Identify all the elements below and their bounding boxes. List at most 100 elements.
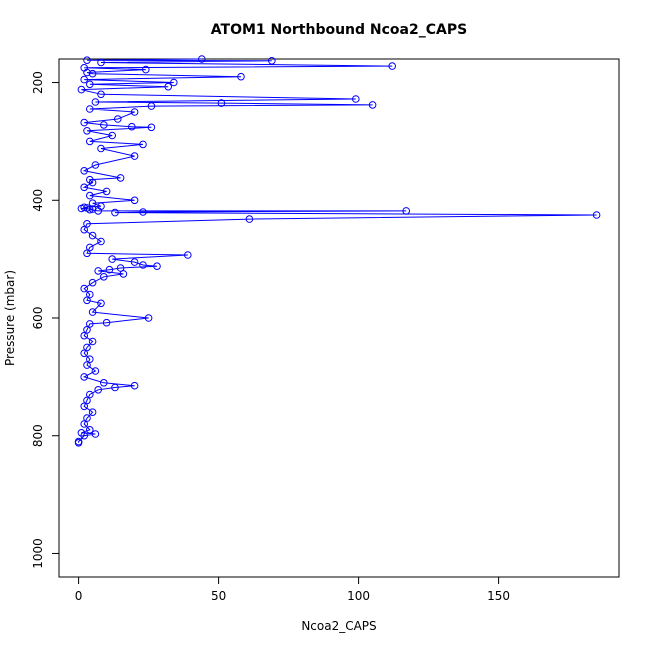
data-point [100,379,108,387]
x-axis-label: Ncoa2_CAPS [301,619,376,633]
data-point [83,343,91,352]
data-point [86,243,94,252]
data-point [144,314,153,322]
data-point [97,237,105,246]
data-point [217,99,226,107]
y-tick-label: 1000 [31,538,45,569]
data-point [91,98,100,106]
data-point [80,225,88,234]
x-tick-label: 100 [347,589,370,603]
y-tick-label: 800 [31,424,45,447]
data-point [388,62,397,70]
data-point [114,115,122,123]
data-point [86,426,94,434]
data-point [77,85,86,94]
data-point [88,408,97,417]
data-point [237,72,245,81]
x-axis: 0 50 100 150 [75,576,510,603]
series-layer [74,55,601,447]
data-point [88,199,97,207]
data-point [352,95,360,103]
data-point [139,140,147,149]
data-point [80,373,88,381]
data-point [80,183,88,192]
data-point [83,361,91,369]
plot-area-frame [58,58,620,578]
data-point [130,381,139,390]
data-point [139,261,147,269]
data-point [83,56,91,65]
data-point [83,326,91,334]
data-point [147,102,156,110]
y-axis-label: Pressure (mbar) [3,270,17,366]
data-point [368,101,377,109]
data-point [86,205,94,214]
data-point [77,204,86,213]
data-point [170,78,178,87]
data-point [100,273,108,281]
x-tick-label: 0 [75,589,83,603]
data-point [88,69,97,78]
y-tick-label: 200 [31,71,45,94]
series-line [78,58,597,443]
data-point [83,249,91,258]
data-point [97,90,105,99]
data-point [105,265,114,274]
data-point [97,144,105,153]
data-point [86,191,94,200]
data-point [130,152,139,160]
data-point [111,208,119,217]
data-point [164,82,172,91]
data-point [88,308,97,316]
data-point [147,123,156,132]
data-point [130,108,139,116]
data-point [80,331,88,340]
data-point [97,299,105,308]
data-point [592,211,601,219]
data-point [94,207,102,215]
y-tick-label: 400 [31,189,45,212]
data-point [130,258,139,266]
data-point [128,122,136,131]
data-point [86,137,94,146]
data-point [102,187,111,196]
data-point [142,65,150,74]
data-point [86,320,94,328]
data-point [88,178,97,187]
data-point [80,118,88,127]
data-point [108,131,116,140]
data-point [102,318,111,327]
data-point [83,68,91,77]
data-point [83,220,91,228]
data-point [83,296,91,305]
data-point [268,57,276,65]
data-point [116,174,125,182]
data-point [119,270,128,278]
data-point [83,127,91,135]
data-point [86,355,94,364]
data-point [80,420,88,428]
data-point [83,414,91,422]
data-point [94,386,102,394]
data-point [100,121,108,129]
x-tick-label: 150 [487,589,510,603]
data-point [91,367,100,375]
data-point [91,430,100,438]
data-point [88,231,97,240]
data-point [88,278,97,287]
data-point [88,337,97,346]
data-point [108,255,116,263]
data-point [86,80,94,89]
data-point [83,396,91,405]
data-point [91,161,100,169]
data-point [116,264,125,272]
data-point [80,167,88,175]
x-tick-label: 50 [211,589,226,603]
data-point [88,205,97,213]
data-point [94,267,102,275]
data-point [198,55,206,63]
data-point [80,402,88,411]
data-point [153,262,161,271]
data-point [402,207,411,215]
